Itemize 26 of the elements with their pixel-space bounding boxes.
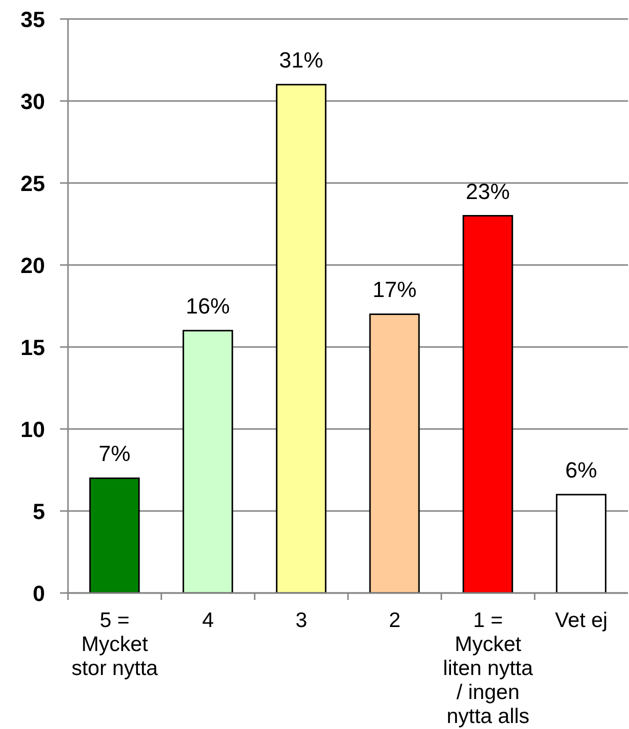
- bar: [182, 330, 234, 593]
- data-label: 23%: [466, 178, 510, 204]
- data-label: 6%: [565, 458, 598, 483]
- bar: [276, 84, 326, 593]
- y-tick-label: 25: [20, 170, 45, 196]
- x-tick-label: Vet ej: [555, 609, 608, 632]
- bar: [369, 313, 420, 593]
- x-tick-label: 2: [388, 609, 401, 632]
- data-label: 31%: [279, 48, 324, 73]
- x-tick-label: 5 = Mycket stor nytta: [71, 609, 158, 680]
- y-tick-label: 30: [20, 88, 45, 114]
- y-tick-label: 5: [32, 498, 45, 524]
- x-tick-label: 1 = Mycket liten nytta / ingen nytta alls: [443, 609, 534, 728]
- y-tick-label: 0: [32, 580, 45, 606]
- bar: [556, 494, 606, 593]
- data-label: 16%: [186, 294, 230, 319]
- y-tick-label: 35: [20, 6, 45, 32]
- bar: [462, 215, 514, 593]
- bar: [89, 477, 140, 593]
- x-tick-label: 4: [202, 609, 214, 632]
- data-label: 17%: [372, 277, 417, 302]
- y-tick-label: 15: [20, 334, 45, 360]
- x-tick-label: 3: [295, 609, 308, 632]
- y-tick-label: 10: [20, 416, 45, 442]
- y-tick-label: 20: [20, 252, 45, 278]
- data-label: 7%: [98, 441, 130, 466]
